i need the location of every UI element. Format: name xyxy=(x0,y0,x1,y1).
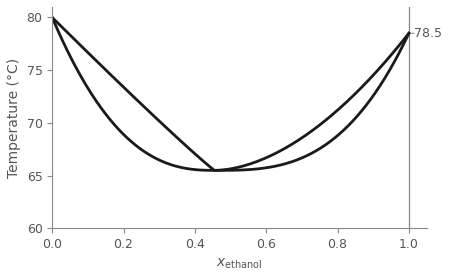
Text: 78.5: 78.5 xyxy=(414,27,442,40)
X-axis label: $\mathit{x}_{\mathrm{ethanol}}$: $\mathit{x}_{\mathrm{ethanol}}$ xyxy=(216,257,263,271)
Y-axis label: Temperature (°C): Temperature (°C) xyxy=(7,58,21,178)
